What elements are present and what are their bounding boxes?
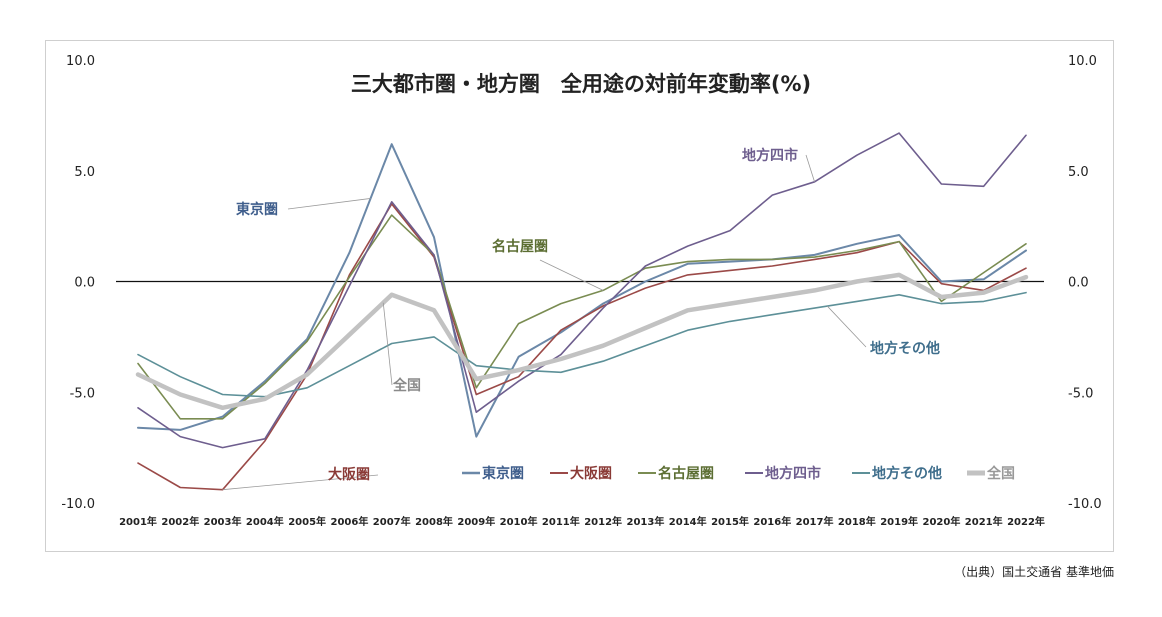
chart-frame bbox=[45, 40, 1114, 552]
series-line-大阪圏 bbox=[137, 203, 1027, 491]
x-tick-label: 2022年 bbox=[1007, 515, 1045, 528]
legend-label: 名古屋圏 bbox=[658, 465, 714, 482]
y-axis-right: 10.0 5.0 0.0 -5.0 -10.0 bbox=[1068, 54, 1102, 512]
annotation-leader bbox=[382, 302, 393, 386]
annotation-label: 地方その他 bbox=[870, 340, 940, 357]
x-tick-label: 2021年 bbox=[965, 515, 1003, 528]
x-tick-label: 2020年 bbox=[923, 515, 961, 528]
x-tick-label: 2008年 bbox=[415, 515, 453, 528]
x-tick-label: 2009年 bbox=[457, 515, 495, 528]
x-tick-label: 2013年 bbox=[627, 515, 665, 528]
y-tick-label-left: -10.0 bbox=[61, 497, 95, 512]
x-tick-label: 2003年 bbox=[204, 515, 242, 528]
legend-label: 東京圏 bbox=[482, 465, 524, 482]
x-tick-label: 2010年 bbox=[500, 515, 538, 528]
y-tick-label-right: 5.0 bbox=[1068, 165, 1089, 180]
annotation-label: 地方四市 bbox=[742, 147, 798, 164]
x-tick-label: 2006年 bbox=[331, 515, 369, 528]
legend-label: 地方その他 bbox=[872, 465, 942, 482]
annotation-leader bbox=[539, 259, 604, 291]
series-line-名古屋圏 bbox=[137, 214, 1027, 420]
legend-label: 地方四市 bbox=[765, 465, 821, 482]
x-tick-label: 2015年 bbox=[711, 515, 749, 528]
legend: 東京圏 大阪圏 名古屋圏 地方四市 地方その他 全国 bbox=[462, 465, 1015, 482]
y-axis-left: 10.0 5.0 0.0 -5.0 -10.0 bbox=[61, 54, 95, 512]
y-tick-label-left: 0.0 bbox=[74, 276, 95, 291]
x-tick-label: 2007年 bbox=[373, 515, 411, 528]
x-tick-label: 2018年 bbox=[838, 515, 876, 528]
x-tick-label: 2011年 bbox=[542, 515, 580, 528]
annotation-leader bbox=[287, 198, 371, 210]
y-tick-label-right: 0.0 bbox=[1068, 276, 1089, 291]
annotation-label: 大阪圏 bbox=[328, 466, 370, 483]
x-tick-label: 2017年 bbox=[796, 515, 834, 528]
series-lines bbox=[135, 132, 1029, 491]
x-tick-label: 2014年 bbox=[669, 515, 707, 528]
y-tick-label-left: 10.0 bbox=[66, 54, 95, 69]
legend-label: 大阪圏 bbox=[570, 465, 612, 482]
x-tick-label: 2005年 bbox=[288, 515, 326, 528]
series-line-地方四市 bbox=[137, 132, 1027, 449]
x-tick-label: 2001年 bbox=[119, 515, 157, 528]
y-tick-label-right: 10.0 bbox=[1068, 54, 1097, 69]
x-tick-label: 2019年 bbox=[880, 515, 918, 528]
y-tick-label-right: -10.0 bbox=[1068, 497, 1102, 512]
annotation-leader bbox=[826, 305, 867, 348]
annotation-leader bbox=[805, 154, 815, 182]
annotation-leader bbox=[222, 474, 379, 491]
annotation-label: 全国 bbox=[392, 377, 421, 394]
annotation-label: 東京圏 bbox=[236, 201, 278, 218]
y-tick-label-right: -5.0 bbox=[1068, 386, 1093, 401]
y-tick-label-left: -5.0 bbox=[70, 386, 95, 401]
annotation-label: 名古屋圏 bbox=[492, 238, 548, 255]
source-note: （出典）国土交通省 基準地価 bbox=[954, 565, 1114, 579]
legend-label: 全国 bbox=[986, 465, 1015, 482]
series-line-全国 bbox=[135, 272, 1029, 411]
y-tick-label-left: 5.0 bbox=[74, 165, 95, 180]
x-tick-label: 2004年 bbox=[246, 515, 284, 528]
x-tick-label: 2012年 bbox=[584, 515, 622, 528]
chart-title: 三大都市圏・地方圏 全用途の対前年変動率(%) bbox=[351, 72, 811, 96]
series-line-地方その他 bbox=[137, 291, 1027, 398]
x-tick-label: 2016年 bbox=[753, 515, 791, 528]
x-axis: 2001年 2002年 2003年 2004年 2005年 2006年 2007年 2008年… bbox=[119, 515, 1045, 528]
x-tick-label: 2002年 bbox=[161, 515, 199, 528]
